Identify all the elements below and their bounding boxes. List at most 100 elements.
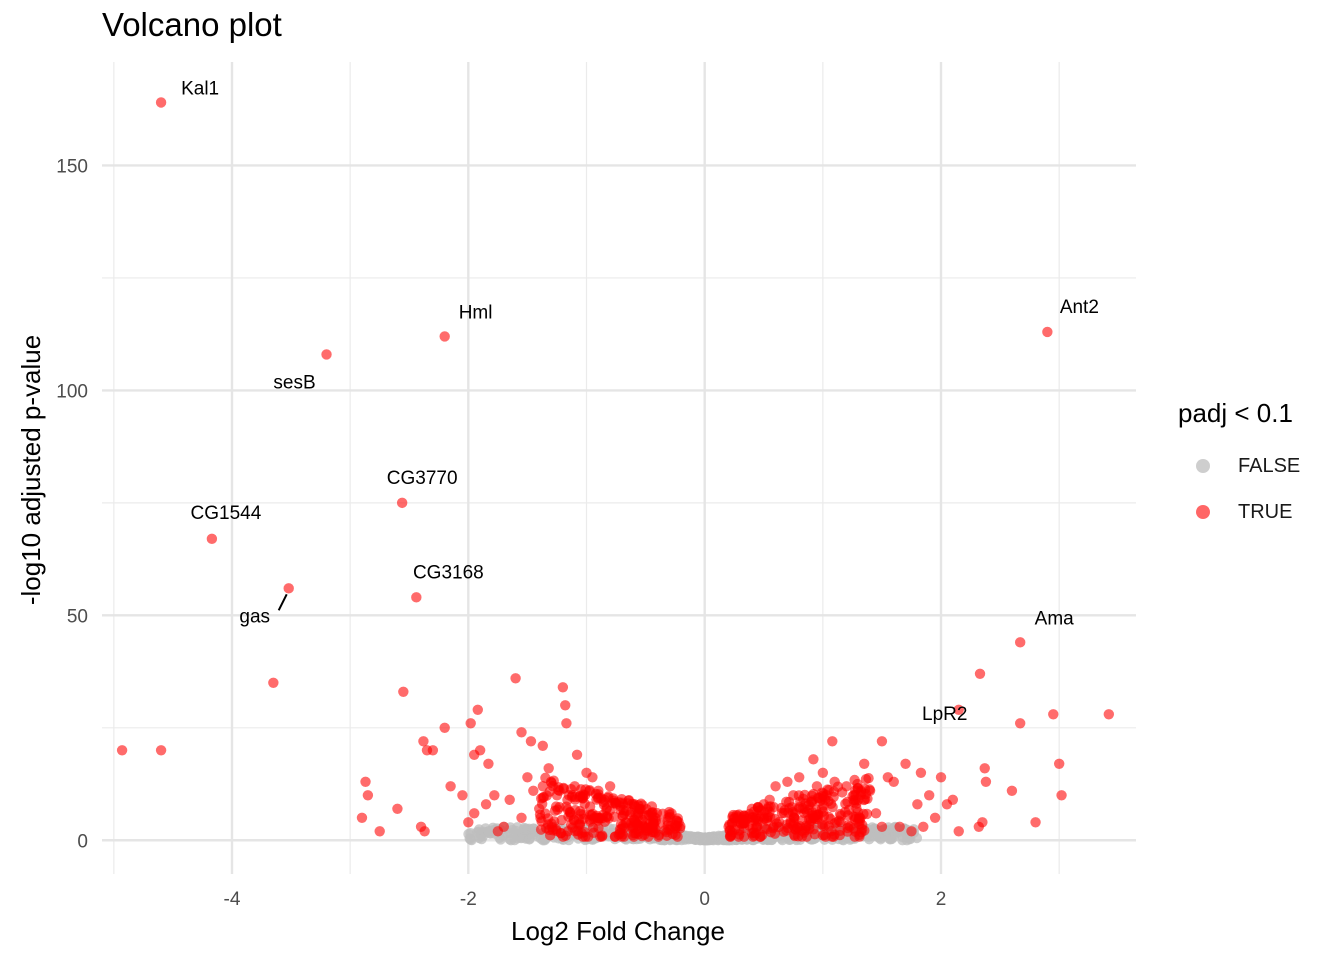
significant-point [1042, 326, 1053, 338]
page-title: Volcano plot [102, 6, 282, 43]
significant-point [356, 812, 368, 823]
significant-point [1103, 709, 1115, 720]
significant-point [627, 829, 639, 841]
significant-point [813, 793, 824, 804]
significant-point [283, 583, 294, 594]
significant-point [1014, 637, 1026, 648]
significant-point [588, 827, 599, 839]
significant-point [155, 745, 167, 756]
significant-point [609, 831, 621, 842]
gene-label: sesB [273, 372, 315, 393]
significant-point [900, 758, 911, 769]
significant-point [788, 790, 799, 801]
significant-point [781, 825, 792, 836]
legend-item-false: FALSE [1178, 443, 1300, 489]
significant-point [1014, 718, 1026, 729]
significant-point [374, 826, 385, 837]
legend-title: padj < 0.1 [1178, 398, 1293, 428]
significant-point [755, 831, 766, 842]
gene-label: Ant2 [1060, 297, 1099, 318]
nonsignificant-point [689, 831, 700, 843]
significant-point [465, 718, 476, 729]
significant-point [560, 700, 571, 711]
significant-point [584, 801, 596, 812]
significant-point [825, 798, 837, 810]
significant-point [537, 740, 548, 751]
significant-point [915, 767, 927, 778]
significant-point [489, 790, 500, 801]
significant-point [396, 497, 408, 509]
significant-point [516, 727, 527, 738]
significant-point [571, 749, 583, 760]
significant-point [725, 831, 736, 842]
significant-point [876, 736, 888, 747]
legend-key-true [1196, 505, 1210, 519]
significant-point [769, 813, 781, 825]
significant-point [439, 722, 450, 733]
significant-point [929, 812, 941, 823]
x-tick-label: 0 [699, 889, 710, 910]
nonsignificant-point [509, 834, 520, 846]
significant-point [924, 790, 935, 801]
significant-point [876, 821, 888, 832]
significant-point [155, 97, 167, 108]
significant-point [398, 686, 409, 698]
significant-point [647, 807, 658, 818]
significant-point [619, 822, 630, 834]
significant-point [457, 790, 468, 801]
nonsignificant-point [465, 834, 476, 845]
y-axis-title: -log10 adjusted p-value [16, 335, 46, 605]
significant-point [604, 781, 616, 792]
significant-point [561, 718, 572, 729]
significant-point [974, 668, 986, 680]
significant-point [788, 829, 800, 841]
significant-point [894, 821, 905, 832]
significant-point [551, 790, 563, 801]
y-tick-label: 150 [56, 156, 88, 177]
significant-point [787, 806, 798, 818]
significant-point [439, 331, 450, 342]
significant-point [427, 745, 439, 756]
nonsignificant-point [884, 833, 895, 844]
y-tick-label: 100 [56, 381, 88, 402]
significant-point [522, 772, 533, 783]
significant-point [618, 831, 630, 842]
significant-point [411, 592, 422, 603]
significant-point [817, 830, 828, 841]
significant-point [321, 349, 332, 360]
significant-point [953, 826, 964, 837]
nonsignificant-point [473, 824, 485, 835]
significant-point [528, 785, 539, 796]
significant-point [827, 736, 838, 747]
significant-point [979, 763, 990, 774]
significant-point [577, 792, 588, 804]
significant-point [776, 802, 787, 814]
significant-point [980, 776, 992, 787]
significant-point [206, 533, 218, 545]
significant-point [844, 821, 855, 832]
significant-point [639, 810, 650, 821]
significant-point [856, 826, 867, 838]
significant-point [557, 682, 569, 693]
nonsignificant-point [897, 835, 908, 846]
gene-labels: Kal1 Hml sesB CG3770 CG1544 gas CG3168 Ant2 Ama L… [181, 78, 1099, 724]
significant-point [566, 791, 578, 802]
gene-label: Hml [459, 302, 493, 323]
significant-point [663, 824, 674, 835]
significant-point [445, 781, 456, 792]
gene-label: Ama [1035, 608, 1075, 629]
significant-point [469, 808, 480, 819]
significant-point [419, 826, 430, 837]
significant-point [796, 815, 808, 826]
significant-point [483, 758, 494, 769]
minor-gridlines [102, 62, 1136, 874]
gene-label: gas [239, 606, 270, 627]
significant-point [360, 776, 371, 787]
significant-point [596, 831, 608, 842]
significant-point [569, 781, 580, 792]
significant-point [545, 776, 557, 787]
x-axis-title: Log2 Fold Change [511, 916, 725, 946]
significant-point [834, 829, 846, 841]
legend: padj < 0.1 FALSE TRUE [1178, 398, 1300, 535]
